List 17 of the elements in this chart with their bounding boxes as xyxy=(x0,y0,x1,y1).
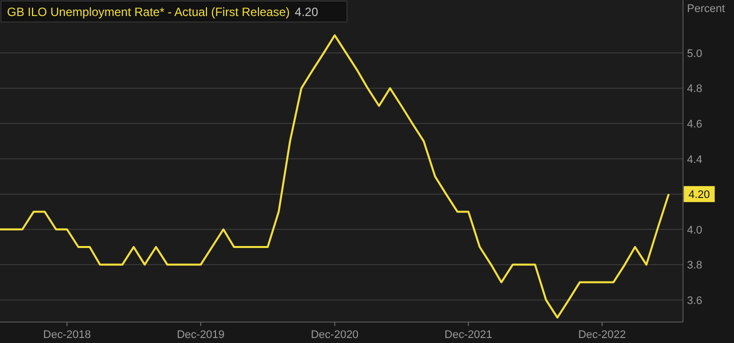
y-tick-label: 4.6 xyxy=(687,118,702,131)
x-tick-label: Dec-2022 xyxy=(578,329,626,341)
y-tick-label: 4.4 xyxy=(687,154,702,166)
y-tick-label: 3.8 xyxy=(687,260,702,272)
y-tick-label: 3.6 xyxy=(687,294,702,307)
text: GB ILO Unemployment Rate* - Actual (First Release) xyxy=(7,5,290,19)
annotation: 4.20 xyxy=(688,189,710,202)
annotation: 4.20 xyxy=(294,5,318,19)
y-tick-label: 4.0 xyxy=(687,224,702,236)
x-tick-label: Dec-2020 xyxy=(310,329,359,341)
y-axis-title: Percent xyxy=(687,3,725,15)
x-tick-label: Dec-2021 xyxy=(444,329,492,341)
x-tick-label: Dec-2018 xyxy=(43,329,91,341)
y-tick-label: 4.8 xyxy=(687,83,702,96)
line-series xyxy=(0,34,670,319)
x-tick-label: Dec-2019 xyxy=(176,329,225,341)
y-tick-label: 5.0 xyxy=(687,48,702,60)
